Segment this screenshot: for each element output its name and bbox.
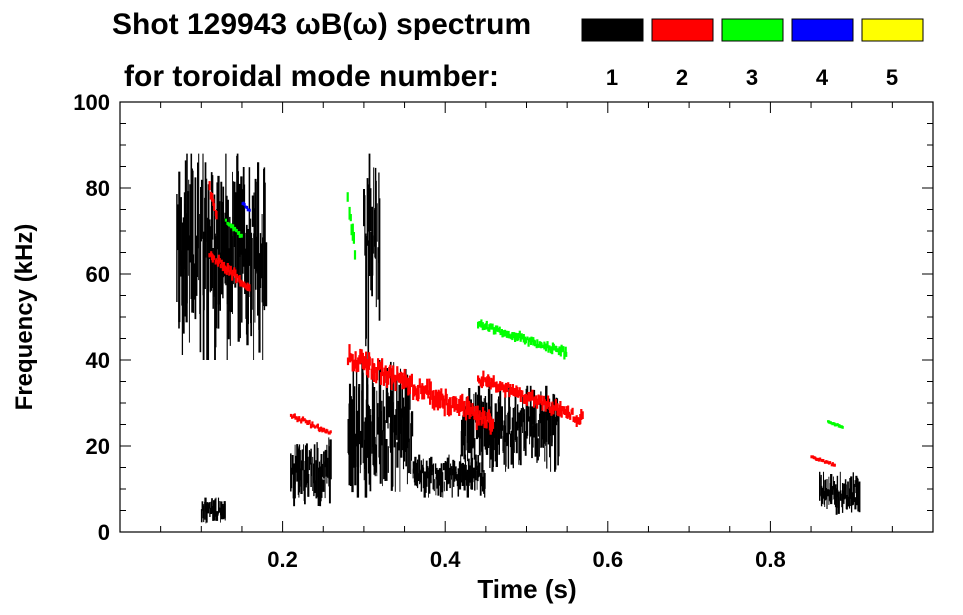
y-tick-label: 20 [86, 434, 110, 459]
spectrogram-data [176, 153, 861, 524]
y-tick-label: 60 [86, 262, 110, 287]
x-axis-label: Time (s) [477, 574, 576, 604]
legend-swatch-4 [791, 18, 854, 42]
mode-1-series [176, 153, 861, 524]
mode-3-series [224, 192, 844, 429]
y-tick-label: 40 [86, 348, 110, 373]
x-tick-label: 0.8 [755, 547, 786, 572]
x-tick-label: 0.2 [267, 547, 298, 572]
y-tick-label: 0 [98, 520, 110, 545]
mode-2-series [208, 181, 836, 467]
legend-label-2: 2 [676, 65, 688, 90]
legend-label-4: 4 [816, 65, 829, 90]
y-tick-label: 80 [86, 176, 110, 201]
legend-label-1: 1 [606, 65, 618, 90]
y-axis-label: Frequency (kHz) [11, 224, 38, 411]
legend-swatch-2 [651, 18, 714, 42]
chart-subtitle: for toroidal mode number: [124, 60, 499, 93]
legend-swatch-5 [861, 18, 924, 42]
x-tick-label: 0.6 [593, 547, 624, 572]
mode-4-series [241, 201, 251, 212]
legend: 1 2 3 4 5 [581, 18, 924, 90]
axes: 0.2 0.4 0.6 0.8 0 20 40 60 80 100 [73, 90, 933, 572]
chart-title: Shot 129943 ωB(ω) spectrum [112, 8, 531, 41]
legend-swatch-1 [581, 18, 644, 42]
legend-label-3: 3 [746, 65, 758, 90]
x-tick-label: 0.4 [430, 547, 461, 572]
legend-label-5: 5 [886, 65, 898, 90]
y-tick-label: 100 [73, 90, 110, 115]
legend-swatch-3 [721, 18, 784, 42]
